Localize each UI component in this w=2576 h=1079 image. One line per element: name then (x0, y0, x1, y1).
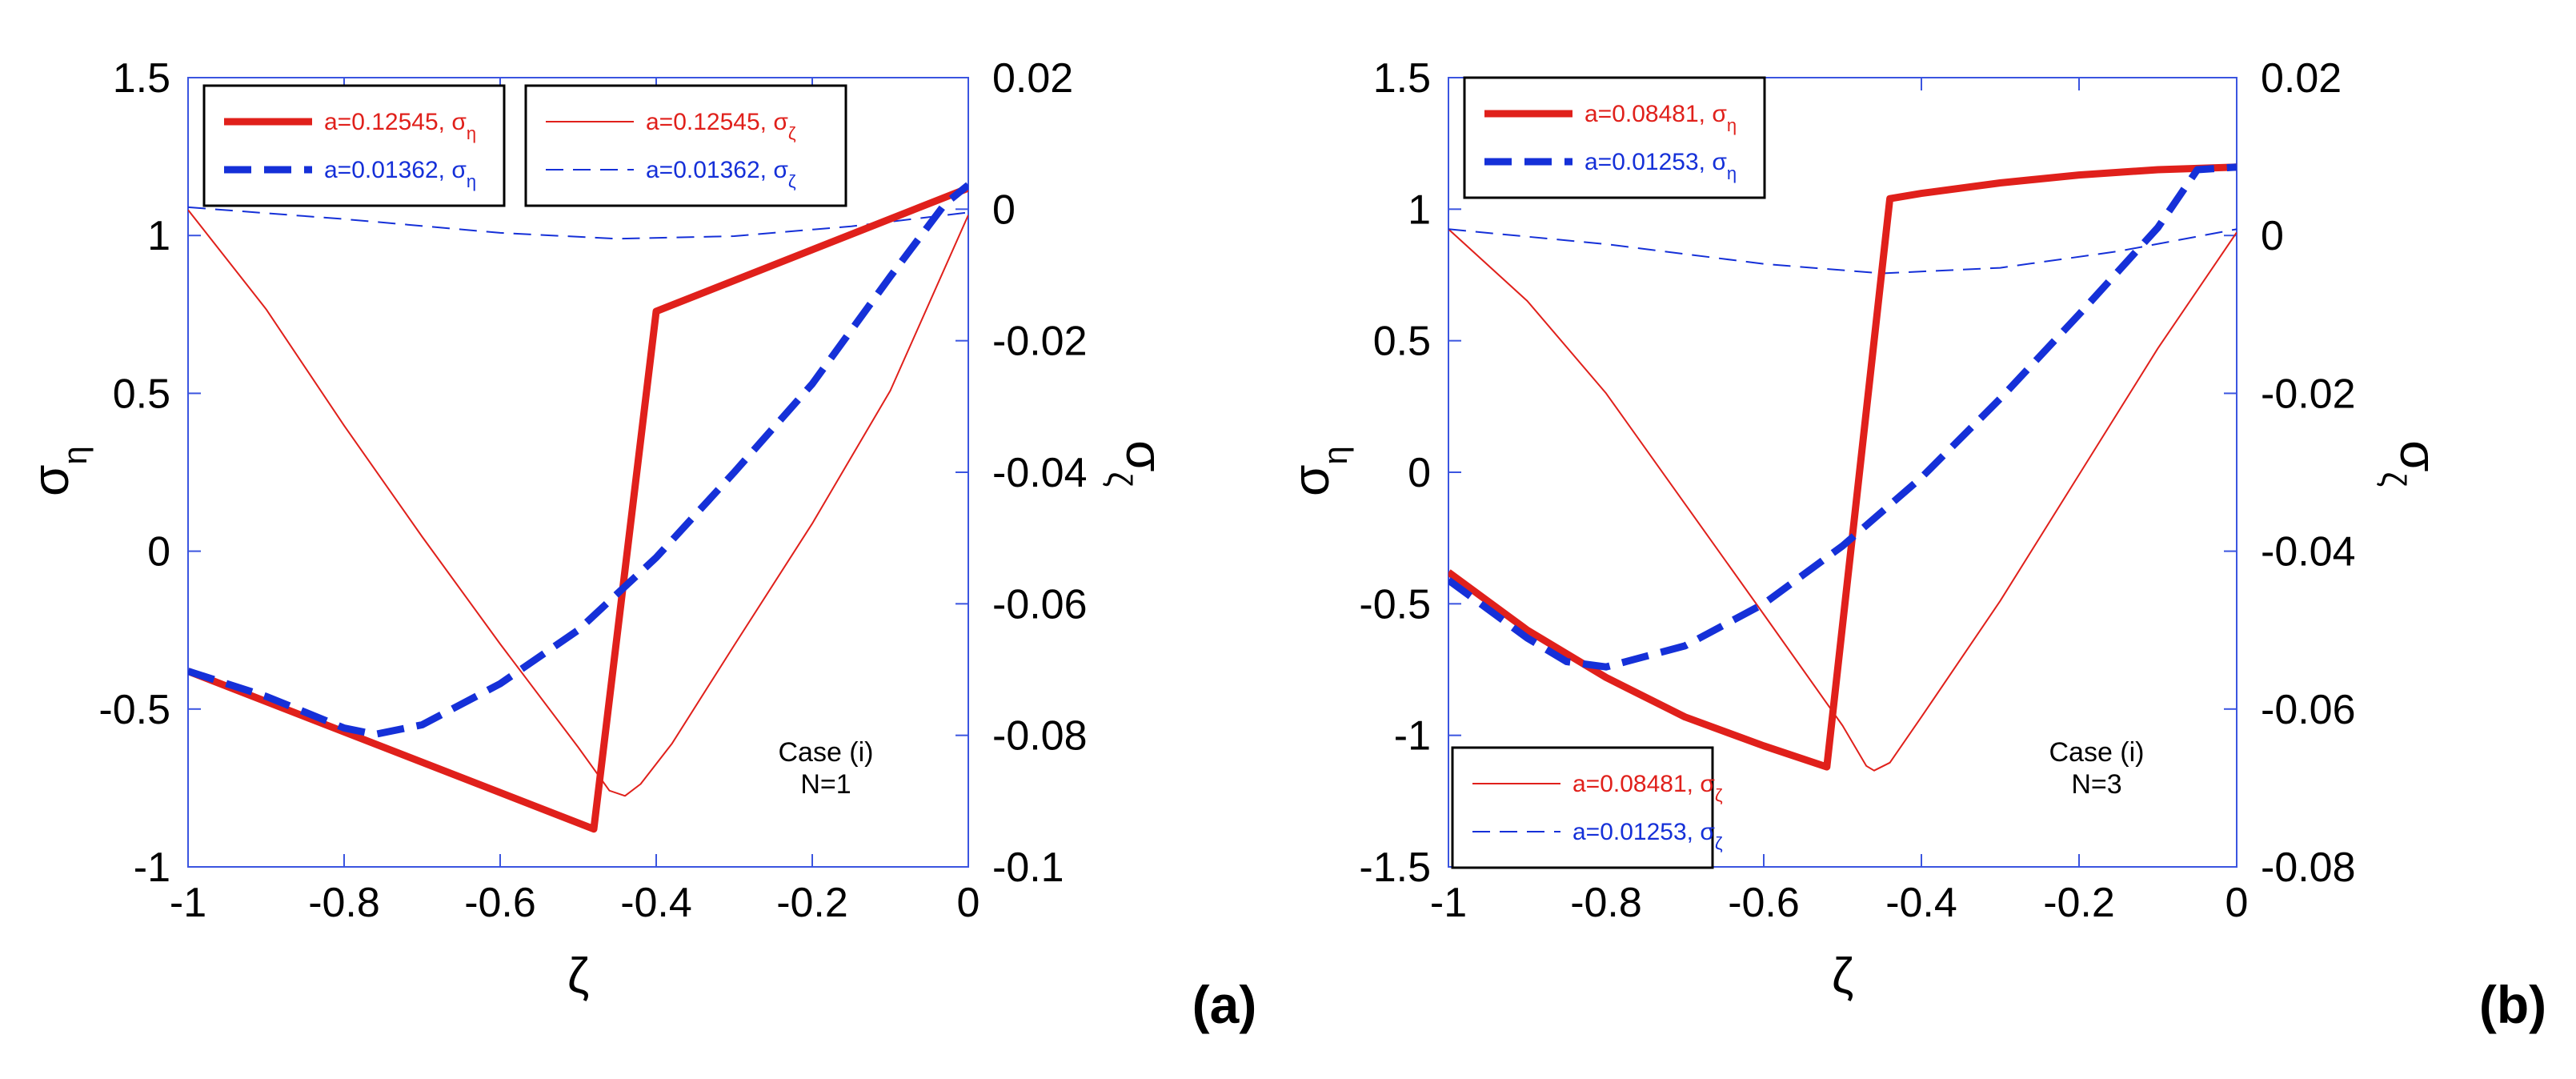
series-line-3 (188, 206, 968, 240)
panel-label: (a) (1192, 975, 1257, 1034)
chart-panel-b: -1 -0.8 -0.6 -0.4 -0.2 0-1.5-1-0.500.511.5-0.… (1282, 55, 2546, 1034)
y-tick-label: -1 (134, 844, 170, 891)
panel-label: (b) (2479, 975, 2546, 1034)
y2-axis-label: σζ (2375, 440, 2447, 487)
x-axis-label: ζ (1832, 949, 1853, 1004)
legend-entry: a=0.01253, σζ (1572, 819, 1723, 853)
series-line-2 (1448, 228, 2237, 772)
y-tick-label: -0.5 (1359, 581, 1431, 628)
annotation-text: N=3 (2071, 769, 2121, 800)
legend-box (202, 84, 506, 207)
y-tick-label: -1 (1394, 713, 1431, 760)
y2-tick-label: -0.06 (2261, 687, 2356, 733)
legend-entry: a=0.12545, σζ (646, 109, 796, 143)
x-tick-label: -0.6 (464, 880, 536, 926)
x-tick-label: -1 (170, 880, 206, 926)
y-tick-label: 0 (147, 529, 170, 576)
y2-tick-label: 0 (2261, 213, 2284, 259)
x-tick-label: -0.4 (620, 880, 692, 926)
x-tick-label: -0.6 (1728, 880, 1800, 926)
x-tick-label: 0 (957, 880, 980, 926)
y-tick-label: 1.5 (1373, 55, 1431, 102)
series-line-1 (188, 182, 968, 738)
legend-box (1451, 746, 1714, 869)
y2-tick-label: -0.04 (2261, 529, 2356, 576)
y2-tick-label: -0.08 (992, 713, 1088, 760)
y2-tick-label: 0 (992, 187, 1016, 233)
y-tick-label: 1.5 (113, 55, 170, 102)
legend-box (1463, 76, 1766, 199)
y-axis-label: ση (22, 446, 94, 496)
y2-tick-label: 0.02 (2261, 55, 2342, 102)
chart-panel-a: -1 -0.8 -0.6 -0.4 -0.2 0 -1 -0.5 0 0.5 1 1.5 -0.1 -0.… (22, 55, 1256, 1034)
x-axis-label: ζ (567, 949, 589, 1004)
y2-tick-label: -0.1 (992, 844, 1064, 891)
y-tick-label: 1 (147, 213, 170, 259)
annotation-text: Case (i) (2049, 737, 2144, 768)
x-tick-label: -0.8 (308, 880, 380, 926)
y2-axis-label: σζ (1101, 440, 1173, 487)
annotation-text: N=1 (800, 769, 851, 800)
series-line-2 (188, 209, 968, 797)
legend-entry: a=0.01253, ση (1584, 149, 1737, 183)
y-tick-label: -1.5 (1359, 844, 1431, 891)
legend-entry: a=0.01362, σζ (646, 157, 796, 191)
annotation-text: Case (i) (778, 737, 873, 768)
y2-tick-label: -0.08 (2261, 844, 2356, 891)
y-tick-label: 0.5 (1373, 319, 1431, 365)
series-line-1 (1448, 163, 2237, 671)
y2-tick-label: -0.06 (992, 581, 1088, 628)
x-tick-label: -1 (1430, 880, 1467, 926)
legend-entry: a=0.12545, ση (324, 109, 476, 143)
x-tick-label: -0.2 (2043, 880, 2115, 926)
legend-entry: a=0.08481, ση (1584, 101, 1737, 135)
legend-entry: a=0.08481, σζ (1572, 771, 1723, 805)
x-tick-label: 0 (2225, 880, 2249, 926)
legend-entry: a=0.01362, ση (324, 157, 476, 191)
y2-tick-label: -0.02 (2261, 371, 2356, 417)
y-tick-label: 0.5 (113, 371, 170, 417)
y2-tick-label: 0.02 (992, 55, 1073, 102)
y-axis-label: ση (1282, 446, 1354, 496)
y-tick-label: 0 (1408, 450, 1431, 496)
y-tick-label: 1 (1408, 187, 1431, 233)
x-tick-label: -0.4 (1885, 880, 1957, 926)
y2-tick-label: -0.04 (992, 450, 1088, 496)
series-line-0 (188, 184, 968, 833)
y-tick-label: -0.5 (98, 687, 170, 733)
x-tick-label: -0.2 (776, 880, 848, 926)
y2-tick-label: -0.02 (992, 319, 1088, 365)
legend-box (524, 84, 847, 207)
x-tick-label: -0.8 (1570, 880, 1642, 926)
series-line-0 (1448, 163, 2237, 771)
